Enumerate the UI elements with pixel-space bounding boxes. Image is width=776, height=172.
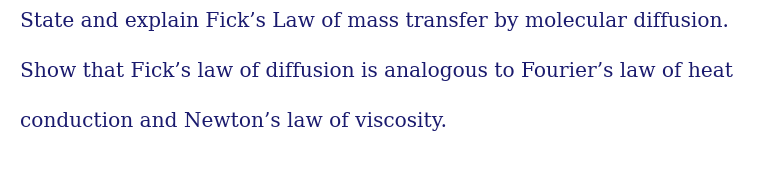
Text: conduction and Newton’s law of viscosity.: conduction and Newton’s law of viscosity…	[20, 112, 447, 131]
Text: Show that Fick’s law of diffusion is analogous to Fourier’s law of heat: Show that Fick’s law of diffusion is ana…	[20, 62, 733, 81]
Text: State and explain Fick’s Law of mass transfer by molecular diffusion.: State and explain Fick’s Law of mass tra…	[20, 12, 729, 31]
